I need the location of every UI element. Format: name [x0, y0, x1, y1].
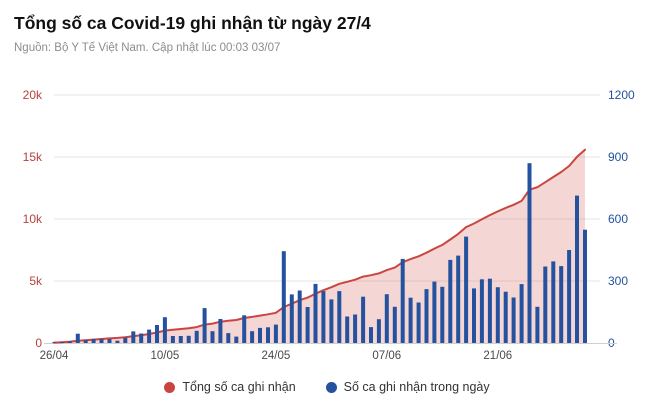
daily-cases-bar	[400, 258, 405, 343]
daily-cases-bar	[376, 319, 381, 343]
daily-cases-bar	[99, 338, 104, 343]
right-axis-tick-label: 600	[608, 212, 628, 226]
right-axis-tick-label: 900	[608, 150, 628, 164]
daily-cases-bar	[162, 317, 167, 343]
legend-label-daily-cases: Số ca ghi nhận trong ngày	[343, 380, 490, 394]
daily-cases-bar	[258, 327, 262, 343]
daily-cases-bar	[313, 283, 318, 343]
right-axis-tick-label: 300	[608, 274, 628, 288]
daily-cases-bar	[511, 297, 516, 343]
daily-cases-bar	[202, 308, 207, 343]
daily-cases-bar	[155, 325, 159, 343]
daily-cases-bar	[131, 331, 136, 343]
x-axis-tick-label: 24/05	[262, 350, 291, 362]
chart-source-subtitle: Nguồn: Bộ Y Tế Việt Nam. Cập nhật lúc 00…	[14, 41, 281, 54]
daily-cases-bar	[408, 297, 413, 343]
daily-cases-bar	[337, 291, 342, 343]
daily-cases-bar	[392, 306, 397, 343]
daily-cases-bar	[266, 327, 270, 343]
x-axis-tick-label: 10/05	[151, 350, 180, 362]
daily-cases-bar	[67, 341, 72, 343]
x-axis-tick-label: 21/06	[483, 350, 512, 362]
page-title: Tổng số ca Covid-19 ghi nhận từ ngày 27/…	[14, 13, 371, 33]
daily-cases-bar	[59, 342, 64, 343]
x-axis-tick-label: 26/04	[40, 350, 69, 362]
daily-cases-bar	[519, 284, 524, 343]
daily-cases-bar	[361, 296, 366, 343]
daily-cases-bar	[234, 336, 239, 343]
daily-cases-bar	[543, 266, 548, 343]
legend-item-daily-cases[interactable]: Số ca ghi nhận trong ngày	[325, 380, 490, 394]
daily-cases-bar	[551, 261, 556, 343]
daily-cases-bar	[297, 290, 302, 343]
daily-cases-bar	[353, 314, 358, 343]
daily-cases-bar	[75, 333, 80, 343]
daily-cases-bar	[273, 324, 278, 343]
daily-cases-bar	[305, 307, 310, 343]
daily-cases-bar	[345, 316, 350, 343]
daily-cases-bar	[440, 286, 445, 343]
daily-cases-bar	[432, 281, 437, 343]
daily-cases-bar	[186, 335, 191, 343]
daily-cases-bar	[250, 331, 255, 343]
daily-cases-bar	[52, 342, 56, 343]
daily-cases-bar	[242, 315, 247, 343]
daily-cases-bar	[583, 229, 587, 343]
daily-cases-bar	[456, 255, 461, 343]
chart-header: Tổng số ca Covid-19 ghi nhận từ ngày 27/…	[14, 12, 634, 54]
daily-cases-bar	[559, 266, 564, 343]
daily-cases-bar	[123, 337, 128, 343]
daily-cases-bar	[448, 259, 453, 343]
daily-cases-bar	[495, 287, 500, 343]
daily-cases-bar	[289, 294, 294, 343]
daily-cases-bar	[170, 336, 175, 343]
left-axis-tick-label: 5k	[29, 274, 43, 288]
daily-cases-bar	[384, 294, 389, 343]
daily-cases-bar	[115, 340, 120, 343]
daily-cases-bar	[83, 340, 88, 343]
daily-cases-bar	[139, 333, 144, 343]
daily-cases-bar	[321, 291, 326, 343]
daily-cases-bar	[281, 251, 286, 343]
daily-cases-bar	[487, 278, 492, 343]
daily-cases-bar	[147, 329, 152, 343]
daily-cases-bar	[503, 291, 508, 343]
daily-cases-bar	[575, 195, 579, 343]
left-axis-tick-label: 15k	[23, 150, 43, 164]
daily-cases-bar	[369, 327, 373, 343]
daily-cases-bar	[91, 338, 96, 343]
daily-cases-bar	[210, 331, 215, 343]
daily-cases-bar	[226, 333, 231, 343]
daily-cases-bar	[194, 330, 199, 343]
left-axis-tick-label: 10k	[23, 212, 43, 226]
daily-cases-bar	[178, 336, 183, 343]
daily-cases-bar	[535, 306, 540, 343]
daily-cases-bar	[416, 302, 421, 343]
legend-dot-total-cases-icon	[164, 381, 176, 393]
daily-cases-bar	[218, 319, 223, 343]
left-axis-tick-label: 20k	[23, 88, 43, 102]
legend-item-total-cases[interactable]: Tổng số ca ghi nhận	[164, 380, 296, 394]
x-axis-tick-label: 07/06	[372, 350, 401, 362]
left-axis-tick-label: 0	[35, 336, 42, 350]
daily-cases-bar	[424, 289, 429, 343]
chart-legend: Tổng số ca ghi nhận Số ca ghi nhận trong…	[0, 380, 654, 394]
daily-cases-bar	[107, 339, 112, 343]
daily-cases-bar	[464, 236, 469, 343]
daily-cases-bar	[479, 279, 484, 343]
daily-cases-bar	[329, 299, 334, 343]
daily-cases-bar	[472, 288, 476, 343]
legend-dot-daily-cases-icon	[325, 381, 337, 393]
daily-cases-bar	[567, 250, 572, 343]
right-axis-tick-label: 1200	[608, 88, 635, 102]
daily-cases-bar	[527, 163, 532, 343]
legend-label-total-cases: Tổng số ca ghi nhận	[182, 380, 296, 394]
